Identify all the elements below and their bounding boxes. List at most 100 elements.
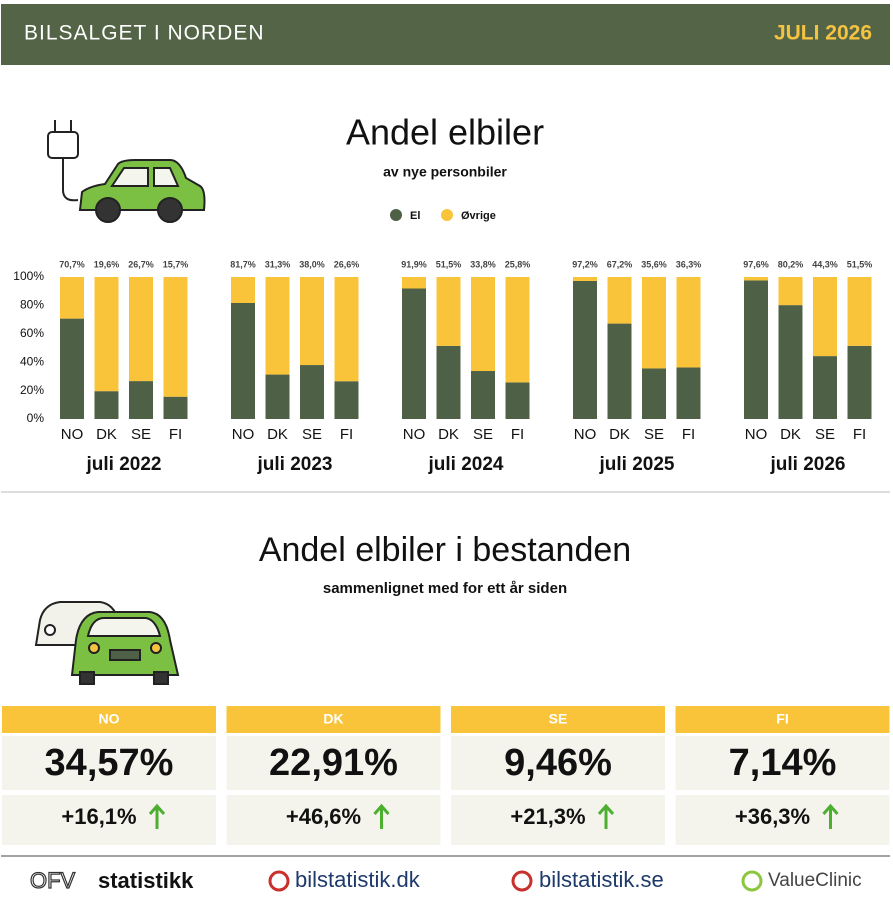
group-label: juli 2026 [770, 454, 846, 475]
x-tick-label: SE [302, 426, 322, 443]
value-label: 15,7% [163, 259, 189, 269]
value-label: 51,5% [847, 259, 873, 269]
header-date: JULI 2026 [774, 22, 872, 45]
group-label: juli 2024 [428, 454, 504, 475]
value-label: 26,6% [334, 259, 360, 269]
logo-icon [268, 870, 290, 892]
bar [778, 277, 803, 306]
y-tick-label: 60% [20, 326, 44, 340]
bar [129, 277, 153, 382]
bar [334, 277, 359, 382]
header-bar [1, 4, 890, 65]
cars-icon [34, 601, 180, 685]
chart-subtitle: av nye personbiler [383, 164, 507, 180]
legend-label: El [410, 210, 420, 222]
bar [813, 356, 837, 419]
x-tick-label: SE [815, 426, 835, 443]
bar [231, 277, 255, 303]
card-share-box [451, 736, 665, 790]
bar [676, 277, 701, 368]
bar [471, 371, 495, 419]
bar [300, 277, 324, 366]
card-change: +21,3% [510, 804, 585, 829]
x-tick-label: DK [438, 426, 459, 443]
bar [60, 318, 84, 419]
card-header [2, 706, 216, 733]
value-label: 25,8% [505, 259, 531, 269]
bar [334, 381, 359, 419]
bar [265, 277, 290, 375]
card-change: +46,6% [286, 804, 361, 829]
x-tick-label: SE [644, 426, 664, 443]
legend-swatch [441, 209, 453, 221]
value-label: 97,6% [743, 259, 769, 269]
bar [607, 277, 632, 324]
bar [573, 277, 597, 281]
header-title: BILSALGET I NORDEN [24, 22, 265, 45]
card-change: +36,3% [735, 804, 810, 829]
logo: bilstatistik.dk [295, 867, 421, 892]
ev-icon [47, 120, 206, 223]
bar [129, 381, 153, 419]
logo-icon [741, 870, 763, 892]
value-label: 26,7% [128, 259, 154, 269]
card-change-box [226, 795, 441, 845]
card-share-box [2, 736, 216, 790]
bar [231, 302, 255, 419]
chart-title: Andel elbiler [346, 112, 544, 153]
card-change-box [675, 795, 890, 845]
up-arrow [373, 803, 390, 829]
x-tick-label: DK [267, 426, 288, 443]
bar [607, 323, 632, 419]
bar [744, 277, 768, 281]
x-tick-label: NO [745, 426, 768, 443]
up-arrow [148, 803, 166, 829]
group-label: juli 2022 [86, 454, 162, 475]
bar [163, 277, 188, 397]
value-label: 38,0% [299, 259, 325, 269]
value-label: 70,7% [59, 259, 85, 269]
y-tick-label: 80% [20, 298, 44, 312]
x-tick-label: FI [169, 426, 182, 443]
bar [94, 391, 119, 419]
value-label: 33,8% [470, 259, 496, 269]
value-label: 31,3% [265, 259, 291, 269]
x-tick-label: FI [682, 426, 695, 443]
bar [813, 277, 837, 357]
legend-label: Øvrige [461, 210, 496, 222]
x-tick-label: SE [473, 426, 493, 443]
bar [60, 277, 84, 319]
card-country: SE [549, 711, 568, 727]
bar [402, 277, 426, 289]
value-label: 97,2% [572, 259, 598, 269]
card-share-box [226, 736, 441, 790]
card-country: NO [99, 711, 120, 727]
value-label: 44,3% [812, 259, 838, 269]
stock-title: Andel elbiler i bestanden [259, 531, 631, 569]
card-header [675, 706, 890, 733]
card-header [226, 706, 441, 733]
card-change-box [451, 795, 665, 845]
group-label: juli 2023 [257, 454, 333, 475]
x-tick-label: NO [574, 426, 597, 443]
bar [505, 277, 530, 383]
legend-swatch [390, 209, 402, 221]
x-tick-label: NO [403, 426, 426, 443]
value-label: 51,5% [436, 259, 462, 269]
stock-subtitle: sammenlignet med for ett år siden [323, 580, 567, 597]
card-share-box [675, 736, 890, 790]
card-country: DK [323, 711, 343, 727]
card-change: +16,1% [61, 804, 136, 829]
card-header [451, 706, 665, 733]
bar [642, 277, 666, 369]
bar [94, 277, 119, 392]
x-tick-label: DK [609, 426, 630, 443]
y-tick-label: 0% [27, 411, 45, 425]
value-label: 80,2% [778, 259, 804, 269]
bar [847, 345, 872, 419]
x-tick-label: NO [232, 426, 255, 443]
card-country: FI [776, 711, 788, 727]
bar [471, 277, 495, 372]
logo: bilstatistik.se [539, 867, 664, 892]
